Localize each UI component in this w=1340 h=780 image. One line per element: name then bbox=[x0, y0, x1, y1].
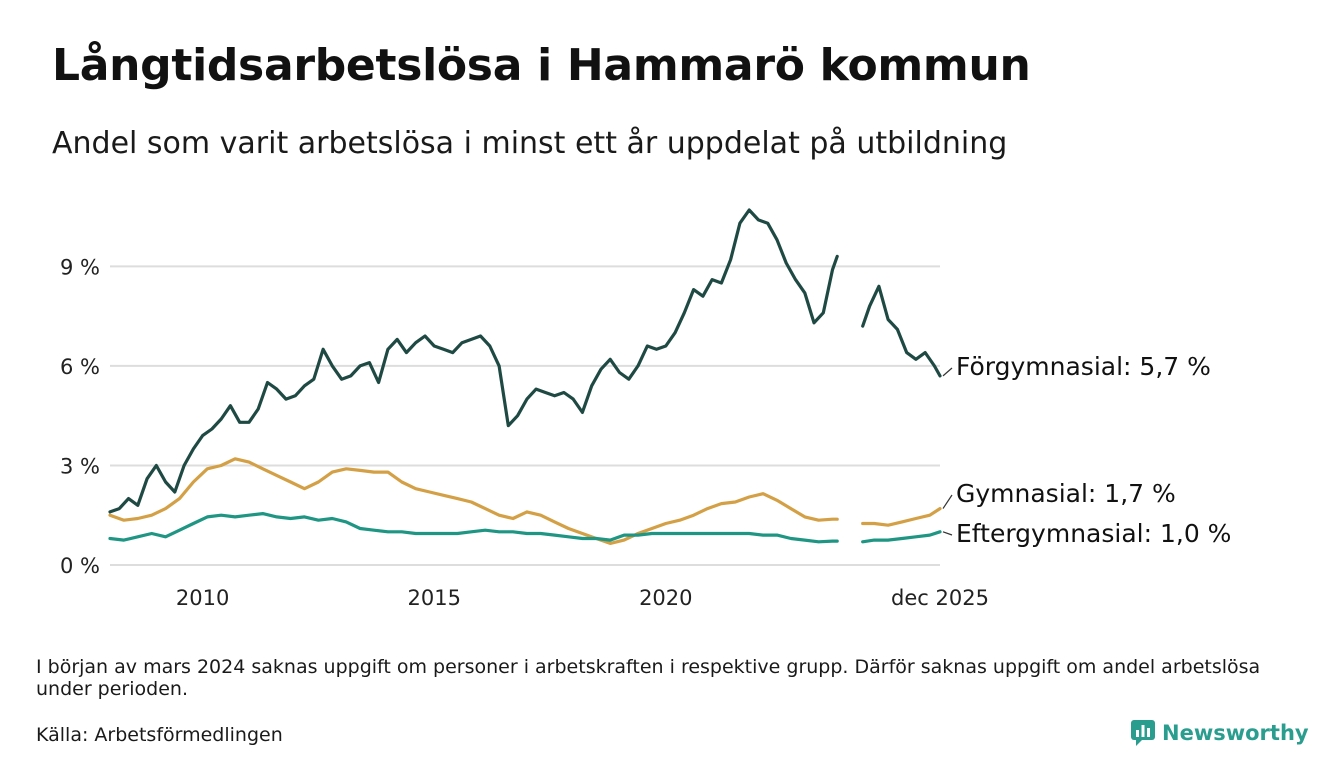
end-label-eftergymnasial: Eftergymnasial: 1,0 % bbox=[956, 519, 1231, 548]
brand-logo: Newsworthy bbox=[1130, 719, 1309, 747]
series-line-förgymnasial bbox=[108, 208, 839, 514]
x-tick-label: 2020 bbox=[639, 586, 692, 610]
newsworthy-icon bbox=[1131, 720, 1155, 746]
series-line-eftergymnasial bbox=[108, 512, 839, 544]
series-lines bbox=[108, 208, 942, 545]
x-tick-label: 2015 bbox=[407, 586, 460, 610]
gridlines bbox=[110, 265, 940, 566]
y-tick-label: 6 % bbox=[60, 355, 100, 379]
footnote: I början av mars 2024 saknas uppgift om … bbox=[36, 656, 1261, 700]
series-line-eftergymnasial bbox=[861, 530, 942, 544]
y-tick-label: 9 % bbox=[60, 255, 100, 279]
y-tick-label: 3 % bbox=[60, 454, 100, 478]
brand-name: Newsworthy bbox=[1162, 721, 1309, 745]
chart-subtitle: Andel som varit arbetslösa i minst ett å… bbox=[52, 126, 1008, 161]
line-chart: 0 % 3 % 6 % 9 % 2010 2015 2020 dec 2025 Förgym… bbox=[60, 208, 1231, 610]
series-line-gymnasial bbox=[861, 507, 942, 527]
end-label-förgymnasial: Förgymnasial: 5,7 % bbox=[956, 352, 1211, 381]
source-credit: Källa: Arbetsförmedlingen bbox=[36, 724, 283, 746]
end-labels: Förgymnasial: 5,7 % Gymnasial: 1,7 % Efter… bbox=[942, 352, 1231, 548]
x-tick-label: 2010 bbox=[176, 586, 229, 610]
end-label-gymnasial: Gymnasial: 1,7 % bbox=[956, 479, 1176, 508]
x-axis-ticks: 2010 2015 2020 dec 2025 bbox=[176, 586, 989, 610]
y-axis-ticks: 0 % 3 % 6 % 9 % bbox=[60, 255, 100, 578]
series-line-förgymnasial bbox=[861, 284, 942, 378]
end-label-leader bbox=[942, 367, 953, 377]
end-label-leader bbox=[942, 494, 953, 509]
y-tick-label: 0 % bbox=[60, 554, 100, 578]
end-label-leader bbox=[942, 531, 953, 536]
series-line-gymnasial bbox=[108, 457, 839, 545]
chart-title: Långtidsarbetslösa i Hammarö kommun bbox=[52, 40, 1031, 91]
x-tick-label: dec 2025 bbox=[891, 586, 989, 610]
